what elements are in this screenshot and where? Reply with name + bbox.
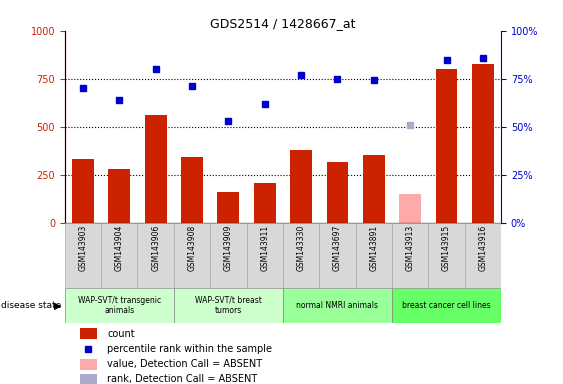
Text: breast cancer cell lines: breast cancer cell lines	[402, 301, 491, 310]
Text: GSM143330: GSM143330	[297, 225, 306, 271]
Bar	[392, 223, 428, 288]
Bar	[319, 223, 356, 288]
Text: GSM143697: GSM143697	[333, 225, 342, 271]
Bar	[72, 159, 94, 223]
Text: GSM143913: GSM143913	[406, 225, 415, 271]
Text: GSM143891: GSM143891	[369, 225, 378, 271]
Text: GSM143906: GSM143906	[151, 225, 160, 271]
Text: ▶: ▶	[53, 300, 61, 310]
Text: WAP-SVT/t transgenic
animals: WAP-SVT/t transgenic animals	[78, 296, 161, 315]
Text: count: count	[107, 329, 135, 339]
Text: GSM143915: GSM143915	[442, 225, 451, 271]
Bar	[247, 223, 283, 288]
Text: disease state: disease state	[1, 301, 61, 310]
Text: GSM143908: GSM143908	[187, 225, 196, 271]
Bar	[181, 157, 203, 223]
Bar	[464, 223, 501, 288]
Bar	[254, 183, 276, 223]
Text: GSM143909: GSM143909	[224, 225, 233, 271]
Bar	[283, 223, 319, 288]
Bar	[101, 223, 137, 288]
Text: WAP-SVT/t breast
tumors: WAP-SVT/t breast tumors	[195, 296, 262, 315]
Text: percentile rank within the sample: percentile rank within the sample	[107, 344, 272, 354]
Bar	[436, 69, 457, 223]
Bar	[210, 223, 247, 288]
Bar	[399, 194, 421, 223]
Text: GSM143903: GSM143903	[78, 225, 87, 271]
Bar	[327, 162, 348, 223]
Bar	[137, 223, 174, 288]
Bar	[108, 169, 130, 223]
Bar	[217, 192, 239, 223]
Text: GSM143904: GSM143904	[115, 225, 124, 271]
Bar	[472, 64, 494, 223]
Bar	[290, 150, 312, 223]
Bar	[392, 288, 501, 323]
Bar	[65, 288, 174, 323]
Bar	[80, 359, 97, 370]
Bar	[174, 223, 210, 288]
Bar	[174, 288, 283, 323]
Bar	[363, 154, 385, 223]
Text: GSM143916: GSM143916	[479, 225, 488, 271]
Bar	[356, 223, 392, 288]
Text: normal NMRI animals: normal NMRI animals	[297, 301, 378, 310]
Bar	[80, 328, 97, 339]
Bar	[428, 223, 464, 288]
Bar	[80, 374, 97, 384]
Bar	[283, 288, 392, 323]
Text: GSM143911: GSM143911	[260, 225, 269, 271]
Text: value, Detection Call = ABSENT: value, Detection Call = ABSENT	[107, 359, 262, 369]
Text: rank, Detection Call = ABSENT: rank, Detection Call = ABSENT	[107, 374, 257, 384]
Bar	[145, 115, 167, 223]
Title: GDS2514 / 1428667_at: GDS2514 / 1428667_at	[210, 17, 356, 30]
Bar	[65, 223, 101, 288]
